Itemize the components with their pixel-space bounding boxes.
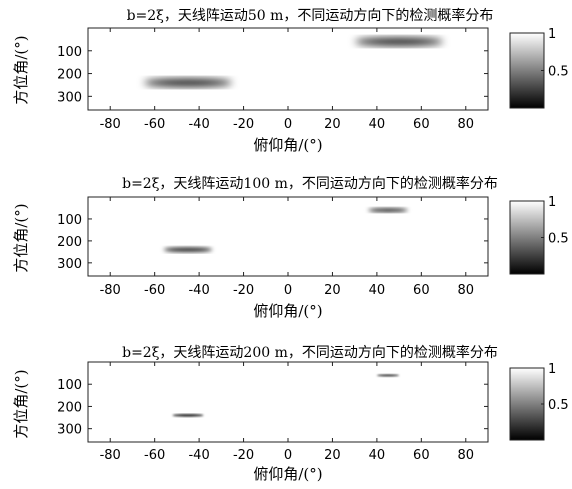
detection-region-1 [143, 79, 233, 87]
x-tick-label: -60 [144, 283, 165, 298]
x-tick-label: -40 [188, 283, 209, 298]
colorbar [509, 200, 545, 275]
y-tick-label: 100 [57, 45, 82, 60]
detection-region-1 [172, 414, 204, 417]
x-axis-label: 俯仰角/(°) [253, 465, 322, 483]
x-tick-label: 20 [324, 117, 341, 132]
chart-title: b=2ξ，天线阵运动100 m，不同运动方向下的检测概率分布 [122, 175, 498, 192]
y-tick-label: 300 [57, 423, 82, 438]
x-tick-label: -40 [188, 117, 209, 132]
plot-area [88, 197, 488, 276]
x-tick-label: -60 [144, 448, 165, 463]
chart-title: b=2ξ，天线阵运动200 m，不同运动方向下的检测概率分布 [122, 344, 498, 361]
colorbar-tick-label: 1 [548, 195, 556, 210]
x-tick-label: 60 [413, 448, 430, 463]
x-axis-label: 俯仰角/(°) [253, 302, 322, 320]
colorbar-tick-label: 1 [548, 27, 556, 42]
x-tick-label: 0 [284, 448, 292, 463]
x-tick-label: 60 [413, 283, 430, 298]
x-tick-label: 20 [324, 448, 341, 463]
heatmap-layer [163, 208, 408, 252]
x-tick-label: 0 [284, 283, 292, 298]
x-tick-label: 0 [284, 117, 292, 132]
y-tick-label: 300 [57, 90, 82, 105]
x-tick-label: -40 [188, 448, 209, 463]
y-tick-label: 200 [57, 400, 82, 415]
y-tick-label: 100 [57, 378, 82, 393]
y-tick-label: 200 [57, 235, 82, 250]
x-tick-label: 80 [458, 117, 475, 132]
x-tick-label: 40 [369, 117, 386, 132]
colorbar [509, 367, 545, 441]
x-axis-label: 俯仰角/(°) [253, 136, 322, 154]
x-tick-label: -80 [100, 283, 121, 298]
colorbar-tick-label: 1 [548, 362, 556, 377]
heatmap-layer [172, 374, 400, 417]
x-tick-label: -80 [100, 117, 121, 132]
chart-title: b=2ξ，天线阵运动50 m，不同运动方向下的检测概率分布 [127, 7, 494, 24]
x-tick-label: 20 [324, 283, 341, 298]
y-axis-label: 方位角/(°) [12, 35, 30, 104]
x-tick-label: 40 [369, 283, 386, 298]
x-tick-label: 40 [369, 448, 386, 463]
colorbar-tick-label: 0.5 [548, 65, 569, 80]
chart-panel-1: b=2ξ，天线阵运动50 m，不同运动方向下的检测概率分布 -80 -60 -40 -2… [12, 7, 569, 154]
detection-region-1 [163, 247, 213, 252]
y-tick-label: 100 [57, 213, 82, 228]
heatmap-layer [143, 38, 444, 87]
x-tick-label: 80 [458, 283, 475, 298]
colorbar-tick-label: 0.5 [548, 398, 569, 413]
chart-panel-2: b=2ξ，天线阵运动100 m，不同运动方向下的检测概率分布 -80 -60 -40 -… [12, 175, 569, 320]
y-axis-label: 方位角/(°) [12, 203, 30, 272]
plot-area [88, 362, 488, 442]
x-tick-label: 80 [458, 448, 475, 463]
x-tick-label: -20 [233, 117, 254, 132]
detection-region-2 [376, 374, 400, 377]
x-tick-label: -60 [144, 117, 165, 132]
colorbar-tick-label: 0.5 [548, 232, 569, 247]
y-tick-label: 200 [57, 68, 82, 83]
x-tick-label: -20 [233, 283, 254, 298]
x-tick-label: -80 [100, 448, 121, 463]
y-axis-label: 方位角/(°) [12, 369, 30, 438]
x-tick-label: 60 [413, 117, 430, 132]
detection-region-2 [368, 208, 408, 212]
chart-panel-3: b=2ξ，天线阵运动200 m，不同运动方向下的检测概率分布 -80 -60 -40 -… [12, 344, 569, 483]
y-tick-label: 300 [57, 257, 82, 272]
x-tick-label: -20 [233, 448, 254, 463]
detection-region-2 [354, 38, 444, 46]
colorbar [509, 32, 545, 109]
